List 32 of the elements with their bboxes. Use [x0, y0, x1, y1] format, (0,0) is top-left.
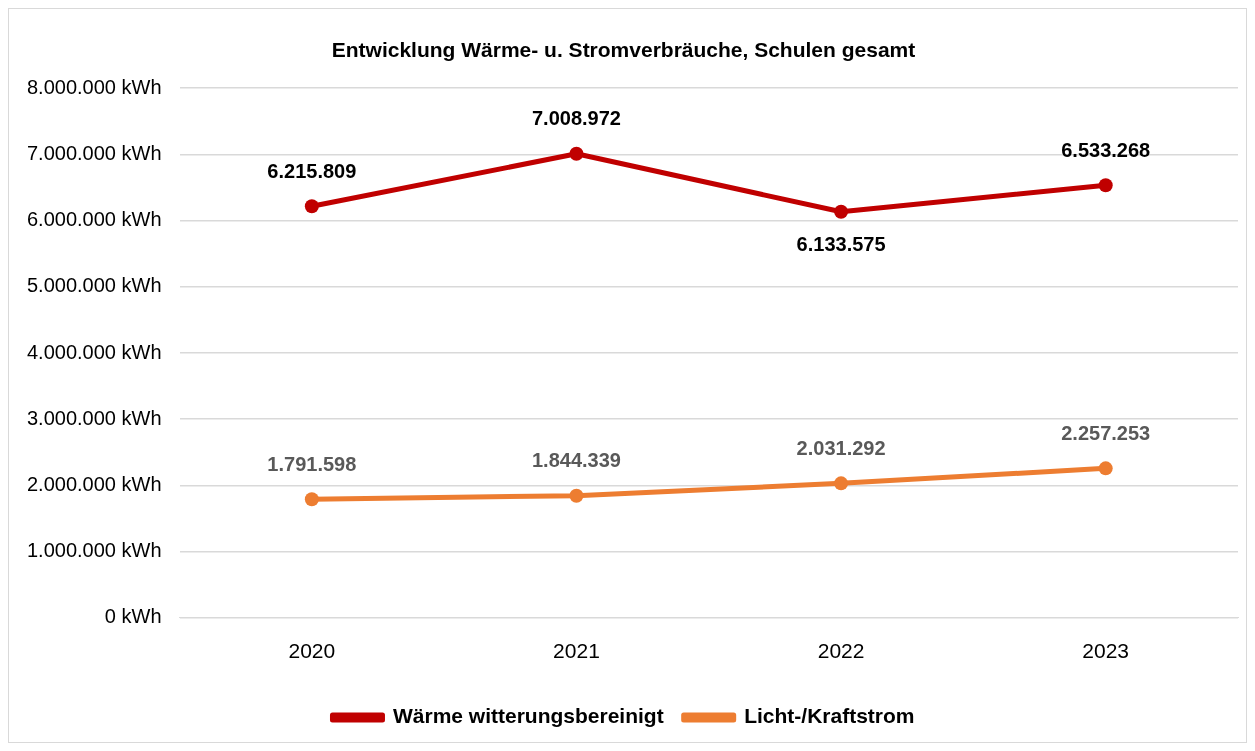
y-tick-label: 2.000.000 kWh [27, 472, 162, 495]
data-label: 1.844.339 [531, 449, 621, 472]
chart-title: Entwicklung Wärme- u. Stromverbräuche, Schulen gesamt [331, 38, 916, 62]
point [834, 476, 849, 491]
y-tick-label: 6.000.000 kWh [27, 208, 162, 231]
legend-label: Wärme witterungsbereinigt [392, 704, 664, 728]
y-tick-label: 3.000.000 kWh [27, 406, 162, 429]
y-tick-label: 1.000.000 kWh [27, 539, 162, 562]
y-tick-label: 0 kWh [104, 605, 162, 628]
y-tick-label: 7.000.000 kWh [27, 141, 162, 164]
data-label: 2.031.292 [796, 436, 886, 459]
data-label: 6.215.809 [267, 159, 357, 182]
x-tick-label: 2022 [817, 639, 865, 663]
data-label: 6.533.268 [1061, 138, 1151, 161]
legend-label: Licht-/Kraftstrom [744, 704, 915, 728]
point [1098, 178, 1113, 193]
point [304, 492, 319, 507]
point [569, 146, 584, 161]
point [569, 488, 584, 503]
x-tick-label: 2023 [1082, 639, 1130, 663]
y-tick-label: 4.000.000 kWh [27, 340, 162, 363]
y-tick-label: 5.000.000 kWh [27, 274, 162, 297]
point [1098, 461, 1113, 476]
point [304, 199, 319, 214]
x-tick-label: 2021 [553, 639, 600, 663]
data-label: 2.257.253 [1061, 421, 1151, 444]
data-label: 7.008.972 [531, 107, 621, 130]
data-label: 6.133.575 [796, 233, 886, 256]
data-label: 1.791.598 [267, 452, 357, 475]
x-tick-label: 2020 [288, 639, 336, 663]
y-tick-label: 8.000.000 kWh [27, 75, 162, 98]
point [834, 204, 849, 219]
